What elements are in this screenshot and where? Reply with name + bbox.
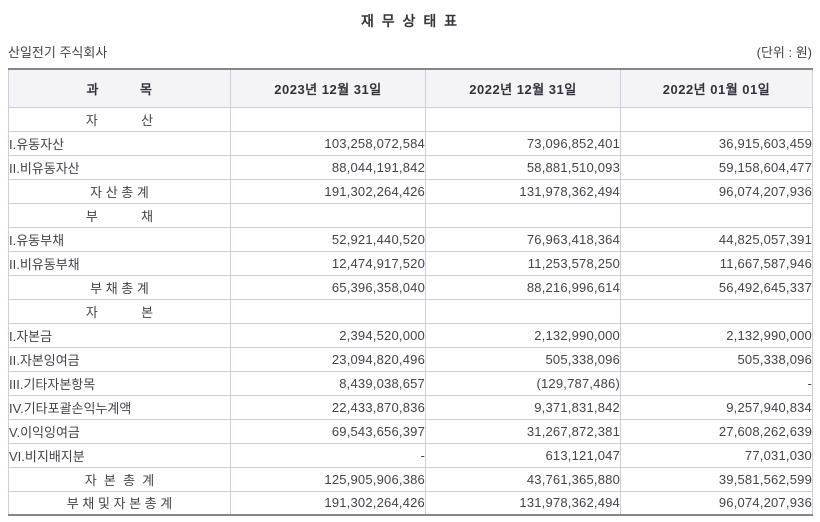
value-cell-2022-01-01: 11,667,587,946 [620, 250, 813, 276]
value-cell-2023-12-31: 88,044,191,842 [230, 154, 426, 180]
header-row: 과 목 2023년 12월 31일 2022년 12월 31일 2022년 01… [8, 68, 813, 108]
value-cell-2022-01-01: 27,608,262,639 [620, 418, 813, 444]
value-cell-2022-12-31 [425, 298, 621, 324]
value-cell-2022-12-31: 11,253,578,250 [425, 250, 621, 276]
row-label-cell: II.자본잉여금 [8, 346, 231, 372]
value-cell-2022-01-01: 44,825,057,391 [620, 226, 813, 252]
value-cell-2022-01-01: 96,074,207,936 [620, 490, 813, 516]
value-cell-2022-01-01: 39,581,562,599 [620, 466, 813, 492]
table-body: 자 산 I.유동자산 103,258,072,584 73,096,852,40… [8, 106, 813, 516]
row-label-cell: 자 본 [8, 298, 231, 324]
value-cell-2022-12-31: 43,761,365,880 [425, 466, 621, 492]
value-cell-2022-01-01: 36,915,603,459 [620, 130, 813, 156]
row-label-cell: 자 산 총 계 [8, 178, 231, 204]
table-row: V.이익잉여금 69,543,656,397 31,267,872,381 27… [8, 418, 813, 444]
row-label-cell: II.비유동부채 [8, 250, 231, 276]
value-cell-2022-01-01: 505,338,096 [620, 346, 813, 372]
row-label-cell: II.비유동자산 [8, 154, 231, 180]
value-cell-2023-12-31: 125,905,906,386 [230, 466, 426, 492]
value-cell-2023-12-31: - [230, 442, 426, 468]
value-cell-2023-12-31: 2,394,520,000 [230, 322, 426, 348]
value-cell-2022-01-01: 2,132,990,000 [620, 322, 813, 348]
table-row: VI.비지배지분 - 613,121,047 77,031,030 [8, 442, 813, 468]
value-cell-2022-12-31: (129,787,486) [425, 370, 621, 396]
table-header: 과 목 2023년 12월 31일 2022년 12월 31일 2022년 01… [8, 68, 813, 108]
value-cell-2022-12-31 [425, 106, 621, 132]
table-row: 자 본 [8, 298, 813, 324]
value-cell-2023-12-31: 52,921,440,520 [230, 226, 426, 252]
table-row: I.유동부채 52,921,440,520 76,963,418,364 44,… [8, 226, 813, 252]
value-cell-2023-12-31: 191,302,264,426 [230, 490, 426, 516]
value-cell-2023-12-31 [230, 298, 426, 324]
row-label-cell: IV.기타포괄손익누계액 [8, 394, 231, 420]
table-row: 자 본 총 계 125,905,906,386 43,761,365,880 3… [8, 466, 813, 492]
value-cell-2023-12-31 [230, 202, 426, 228]
value-cell-2022-12-31 [425, 202, 621, 228]
value-cell-2023-12-31: 12,474,917,520 [230, 250, 426, 276]
value-cell-2022-12-31: 2,132,990,000 [425, 322, 621, 348]
value-cell-2022-01-01: - [620, 370, 813, 396]
table-row: 자 산 총 계 191,302,264,426 131,978,362,494 … [8, 178, 813, 204]
table-row: 자 산 [8, 106, 813, 132]
table-row: 부 채 총 계 65,396,358,040 88,216,996,614 56… [8, 274, 813, 300]
value-cell-2023-12-31: 23,094,820,496 [230, 346, 426, 372]
column-header-account: 과 목 [8, 68, 231, 108]
value-cell-2022-01-01 [620, 106, 813, 132]
table-row: II.비유동자산 88,044,191,842 58,881,510,093 5… [8, 154, 813, 180]
unit-label: (단위 : 원) [756, 45, 812, 60]
value-cell-2023-12-31 [230, 106, 426, 132]
row-label-cell: VI.비지배지분 [8, 442, 231, 468]
value-cell-2022-12-31: 73,096,852,401 [425, 130, 621, 156]
column-header-2022-12-31: 2022년 12월 31일 [425, 68, 621, 108]
column-header-2023-12-31: 2023년 12월 31일 [230, 68, 426, 108]
row-label-cell: 자 산 [8, 106, 231, 132]
row-label-cell: 부 채 총 계 [8, 274, 231, 300]
value-cell-2022-01-01: 56,492,645,337 [620, 274, 813, 300]
row-label-cell: I.유동부채 [8, 226, 231, 252]
value-cell-2022-12-31: 613,121,047 [425, 442, 621, 468]
table-row: I.자본금 2,394,520,000 2,132,990,000 2,132,… [8, 322, 813, 348]
row-label-cell: 자 본 총 계 [8, 466, 231, 492]
row-label-cell: I.유동자산 [8, 130, 231, 156]
value-cell-2022-12-31: 131,978,362,494 [425, 178, 621, 204]
table-row: II.자본잉여금 23,094,820,496 505,338,096 505,… [8, 346, 813, 372]
row-label-cell: 부 채 [8, 202, 231, 228]
value-cell-2022-12-31: 31,267,872,381 [425, 418, 621, 444]
table-row: 부 채 [8, 202, 813, 228]
value-cell-2023-12-31: 22,433,870,836 [230, 394, 426, 420]
value-cell-2022-12-31: 58,881,510,093 [425, 154, 621, 180]
table-row: II.비유동부채 12,474,917,520 11,253,578,250 1… [8, 250, 813, 276]
value-cell-2022-01-01: 77,031,030 [620, 442, 813, 468]
document-title: 재 무 상 태 표 [361, 13, 459, 29]
value-cell-2022-12-31: 76,963,418,364 [425, 226, 621, 252]
value-cell-2022-01-01: 96,074,207,936 [620, 178, 813, 204]
value-cell-2022-12-31: 88,216,996,614 [425, 274, 621, 300]
financial-statement-table: 과 목 2023년 12월 31일 2022년 12월 31일 2022년 01… [8, 68, 813, 516]
row-label-cell: V.이익잉여금 [8, 418, 231, 444]
row-label-cell: I.자본금 [8, 322, 231, 348]
value-cell-2022-12-31: 9,371,831,842 [425, 394, 621, 420]
value-cell-2023-12-31: 69,543,656,397 [230, 418, 426, 444]
table-row: IV.기타포괄손익누계액 22,433,870,836 9,371,831,84… [8, 394, 813, 420]
row-label-cell: III.기타자본항목 [8, 370, 231, 396]
row-label-cell: 부 채 및 자 본 총 계 [8, 490, 231, 516]
value-cell-2022-01-01: 9,257,940,834 [620, 394, 813, 420]
table-row: 부 채 및 자 본 총 계 191,302,264,426 131,978,36… [8, 490, 813, 516]
table-row: I.유동자산 103,258,072,584 73,096,852,401 36… [8, 130, 813, 156]
value-cell-2022-01-01: 59,158,604,477 [620, 154, 813, 180]
value-cell-2022-12-31: 505,338,096 [425, 346, 621, 372]
document-subhead: 산일전기 주식회사 (단위 : 원) [8, 42, 812, 61]
value-cell-2023-12-31: 103,258,072,584 [230, 130, 426, 156]
value-cell-2023-12-31: 65,396,358,040 [230, 274, 426, 300]
value-cell-2022-12-31: 131,978,362,494 [425, 490, 621, 516]
company-name: 산일전기 주식회사 [8, 45, 108, 60]
column-header-2022-01-01: 2022년 01월 01일 [620, 68, 813, 108]
value-cell-2022-01-01 [620, 202, 813, 228]
table-row: III.기타자본항목 8,439,038,657 (129,787,486) - [8, 370, 813, 396]
value-cell-2023-12-31: 191,302,264,426 [230, 178, 426, 204]
value-cell-2023-12-31: 8,439,038,657 [230, 370, 426, 396]
value-cell-2022-01-01 [620, 298, 813, 324]
